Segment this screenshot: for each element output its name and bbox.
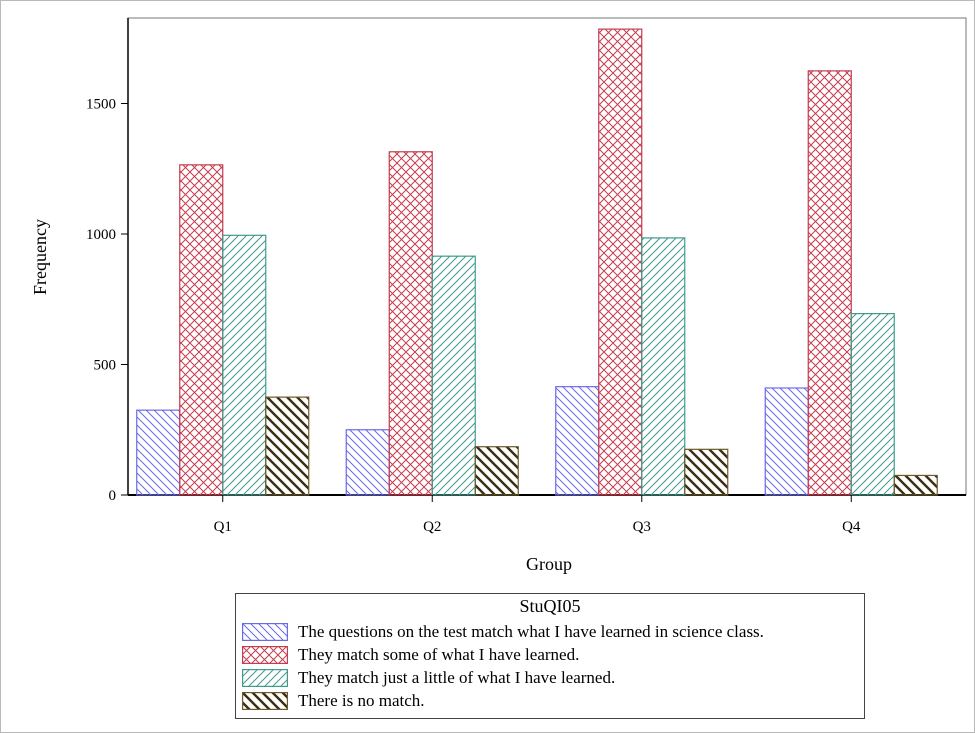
legend-label: There is no match. [298, 691, 425, 710]
legend-swatch [242, 692, 288, 710]
legend-swatch [242, 669, 288, 687]
y-tick-label: 1500 [86, 97, 116, 113]
y-axis-ticks: 0 500 1000 1500 [86, 97, 128, 504]
bar-q1-series-1 [136, 409, 181, 496]
legend-item: They match just a little of what I have … [242, 668, 615, 688]
legend-label: They match just a little of what I have … [298, 668, 616, 687]
y-tick-label: 500 [94, 358, 117, 374]
bar-q3-series-1 [555, 386, 600, 496]
bar-q2-series-1 [345, 429, 390, 496]
legend-item: They match some of what I have learned. [242, 645, 579, 665]
legend-item: There is no match. [242, 691, 425, 711]
y-tick-label: 1000 [86, 227, 116, 243]
x-axis-ticks: Q1 Q2 Q3 Q4 [214, 495, 861, 535]
legend-label: They match some of what I have learned. [298, 645, 580, 664]
bar-q2-series-2 [388, 151, 433, 496]
legend: StuQI05 The questions on the test match … [235, 593, 865, 719]
bar-q4-series-2 [807, 70, 852, 496]
legend-swatch [242, 623, 288, 641]
bar-q1-series-4 [265, 396, 310, 496]
legend-swatch-fill [242, 669, 288, 687]
x-tick-label: Q4 [842, 519, 861, 535]
bar-q1-series-2 [179, 164, 224, 496]
legend-swatch [242, 646, 288, 664]
legend-swatch-fill [242, 623, 288, 641]
legend-title: StuQI05 [519, 596, 581, 616]
bar-q3-series-2 [598, 28, 643, 496]
bar-q1-series-3 [222, 234, 267, 496]
bar-q4-series-4 [893, 474, 938, 496]
legend-item: The questions on the test match what I h… [242, 622, 764, 642]
x-tick-label: Q2 [423, 519, 441, 535]
y-axis-title: Frequency [30, 219, 50, 295]
legend-swatch-fill [242, 692, 288, 710]
x-tick-label: Q3 [633, 519, 651, 535]
bar-q2-series-4 [474, 446, 519, 496]
x-tick-label: Q1 [214, 519, 232, 535]
bar-q4-series-1 [764, 387, 809, 496]
bar-q4-series-3 [850, 313, 895, 496]
y-tick-label: 0 [109, 488, 117, 504]
bar-q3-series-4 [684, 448, 729, 496]
legend-label: The questions on the test match what I h… [298, 622, 764, 641]
bar-q2-series-3 [431, 255, 476, 496]
x-axis-title: Group [526, 554, 572, 574]
bars-group [136, 28, 938, 496]
bar-q3-series-3 [641, 237, 686, 496]
legend-swatch-fill [242, 646, 288, 664]
